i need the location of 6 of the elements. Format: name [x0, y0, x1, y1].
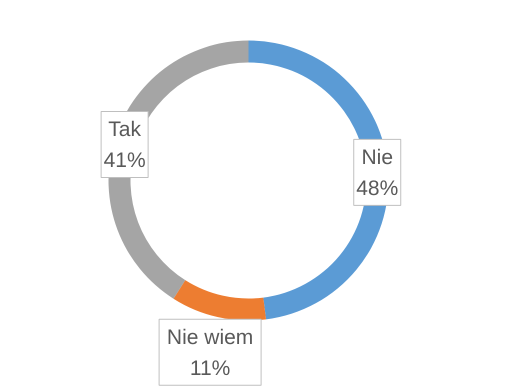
slice-label: Nie: [361, 146, 394, 169]
data-label: 48%: [356, 176, 398, 200]
slice-label: Tak: [108, 118, 142, 142]
data-label: 41%: [104, 149, 146, 172]
slice-label: Nie wiem: [166, 326, 254, 349]
data-label: 11%: [190, 356, 230, 380]
